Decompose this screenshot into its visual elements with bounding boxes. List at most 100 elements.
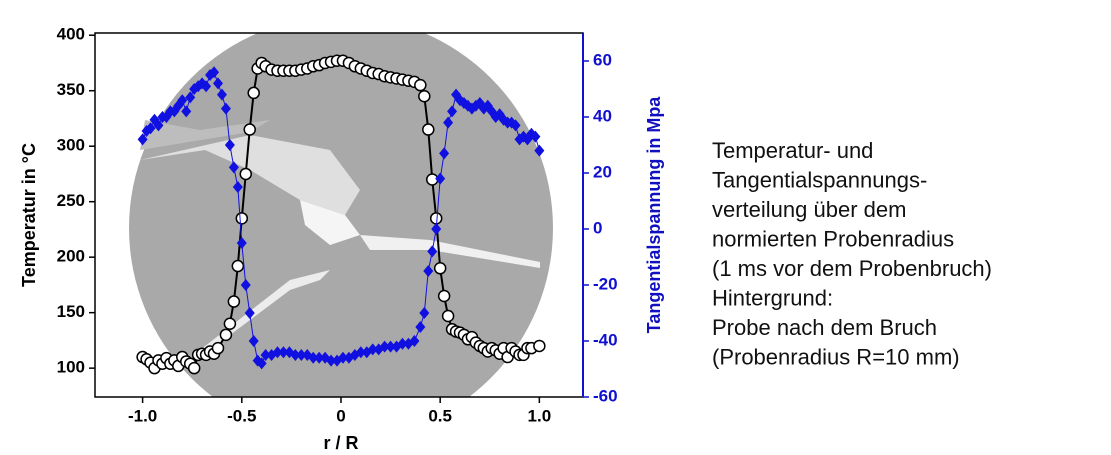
- y2-tick-label: -60: [593, 386, 618, 405]
- stress-marker: [181, 105, 192, 118]
- stress-marker: [379, 340, 390, 353]
- stress-marker: [337, 351, 348, 364]
- y2-axis-label: Tangentialspannung in Mpa: [644, 96, 664, 334]
- stress-marker: [355, 346, 366, 359]
- x-tick-label: -1.0: [128, 406, 157, 425]
- y2-tick-label: 20: [593, 162, 612, 181]
- temperature-marker: [533, 339, 546, 353]
- stress-marker: [296, 349, 307, 361]
- x-tick-label: 0: [336, 406, 345, 425]
- stress-marker: [240, 279, 251, 291]
- temperature-marker: [437, 289, 451, 303]
- stress-marker: [248, 335, 259, 347]
- x-tick-label: 1.0: [528, 406, 552, 425]
- stress-marker: [431, 223, 442, 235]
- stress-marker: [228, 161, 239, 174]
- x-tick-label: 0.5: [428, 406, 452, 425]
- temperature-marker: [414, 78, 427, 92]
- y2-tick-label: 0: [593, 218, 602, 237]
- crack: [300, 200, 360, 245]
- y-tick-label: 400: [57, 25, 85, 44]
- stress-marker: [435, 172, 446, 185]
- stress-marker: [506, 116, 517, 129]
- annotation-line: Probe nach dem Bruch: [712, 315, 937, 340]
- temperature-marker: [223, 317, 237, 331]
- stress-marker: [256, 357, 267, 370]
- stress-marker: [137, 133, 148, 146]
- stress-marker: [443, 116, 454, 129]
- temperature-marker: [247, 86, 260, 100]
- temperature-marker: [219, 328, 233, 342]
- crack: [360, 235, 540, 268]
- stress-marker: [212, 77, 223, 90]
- stress-marker: [367, 343, 378, 356]
- annotation-line: Temperatur- und: [712, 138, 873, 163]
- stress-marker: [385, 340, 396, 353]
- stress-marker: [244, 307, 255, 319]
- stress-marker: [220, 102, 231, 115]
- y-tick-label: 250: [57, 191, 85, 210]
- temperature-marker: [227, 295, 241, 308]
- annotation-line: verteilung über dem: [712, 197, 906, 222]
- stress-marker: [326, 354, 337, 367]
- x-tick-label: -0.5: [227, 406, 256, 425]
- temperature-marker: [441, 309, 455, 323]
- stress-marker: [209, 66, 220, 79]
- temperature-marker: [422, 123, 435, 136]
- stress-marker: [290, 349, 301, 361]
- stress-marker: [153, 119, 164, 132]
- temperature-marker: [429, 212, 443, 225]
- temperature-marker: [231, 259, 245, 273]
- stress-marker: [236, 237, 247, 249]
- y-tick-label: 100: [57, 358, 85, 377]
- y-axis-label: Temperatur in °C: [19, 143, 39, 287]
- y2-tick-label: -20: [593, 274, 618, 293]
- stress-marker: [423, 265, 434, 277]
- stress-marker: [427, 245, 438, 258]
- stress-marker: [530, 130, 541, 143]
- stress-marker: [415, 321, 426, 333]
- y-tick-label: 150: [57, 302, 85, 321]
- stress-marker: [260, 349, 271, 361]
- temperature-marker: [187, 361, 201, 375]
- temperature-marker: [235, 212, 249, 225]
- shade: [140, 120, 270, 150]
- stress-marker: [534, 144, 545, 157]
- annotation-line: normierten Probenradius: [712, 226, 954, 251]
- stress-marker: [185, 91, 196, 104]
- stress-marker: [409, 335, 420, 347]
- y-tick-label: 350: [57, 80, 85, 99]
- temperature-marker: [418, 90, 431, 103]
- stress-marker: [232, 181, 243, 193]
- stress-marker: [510, 119, 521, 132]
- y-tick-label: 300: [57, 136, 85, 155]
- x-axis-label: r / R: [323, 433, 358, 453]
- crack: [200, 270, 330, 350]
- stress-marker: [447, 105, 458, 118]
- annotation: Temperatur- und Tangentialspannungs-verte…: [712, 138, 992, 370]
- stress-marker: [224, 139, 235, 151]
- stress-marker: [177, 94, 188, 107]
- annotation-line: (Probenradius R=10 mm): [712, 344, 960, 369]
- stress-marker: [439, 147, 450, 160]
- annotation-line: Hintergrund:: [712, 285, 833, 310]
- stress-marker: [278, 346, 289, 359]
- annotation-line: (1 ms vor dem Probenbruch): [712, 256, 992, 281]
- stress-marker: [308, 351, 319, 364]
- stress-marker: [419, 307, 430, 319]
- y-tick-label: 200: [57, 247, 85, 266]
- background-photo: [129, 33, 553, 397]
- temperature-marker: [433, 262, 447, 275]
- y2-tick-label: 60: [593, 50, 612, 69]
- stress-marker: [272, 346, 283, 359]
- crack: [140, 135, 360, 215]
- stress-marker: [216, 88, 227, 101]
- stress-marker: [201, 80, 212, 93]
- stress-marker: [397, 337, 408, 350]
- y2-tick-label: 40: [593, 106, 612, 125]
- temperature-marker: [239, 167, 253, 181]
- temperature-marker: [211, 341, 225, 355]
- temperature-marker: [243, 123, 256, 136]
- stress-marker: [314, 351, 325, 364]
